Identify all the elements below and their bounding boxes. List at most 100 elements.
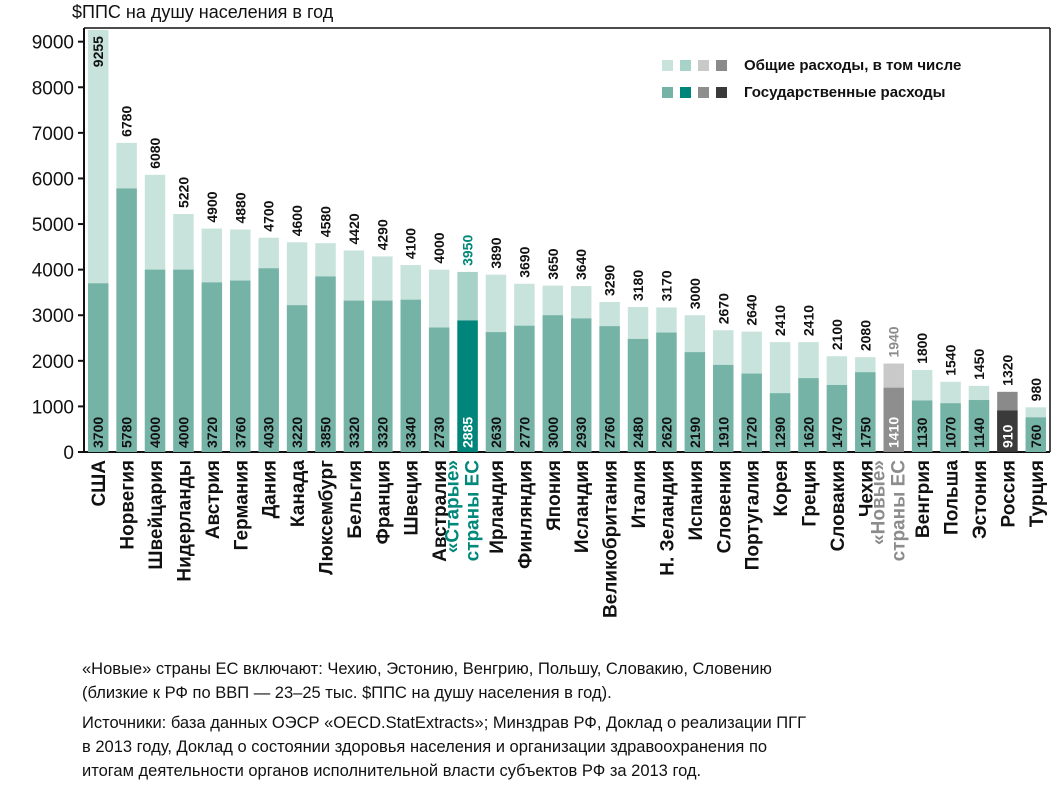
bar-public xyxy=(315,276,336,452)
bar-public xyxy=(741,373,762,452)
bar-public xyxy=(826,384,848,452)
category-label: Финляндия xyxy=(515,460,536,569)
public-value-label: 1470 xyxy=(829,417,845,448)
total-value-label: 1800 xyxy=(914,333,930,364)
category-label: Япония xyxy=(544,460,565,531)
total-value-label: 2080 xyxy=(857,320,873,351)
public-value-label: 760 xyxy=(1028,424,1044,448)
total-value-label: 2410 xyxy=(801,305,817,336)
category-label: Словакия xyxy=(828,460,849,551)
total-value-label: 2100 xyxy=(829,319,845,350)
public-value-label: 1720 xyxy=(744,417,760,448)
category-label: Нидерланды xyxy=(174,460,195,582)
bar-public xyxy=(1025,417,1047,452)
total-value-label: 9255 xyxy=(90,36,106,67)
legend-label-total: Общие расходы, в том числе xyxy=(744,57,961,74)
total-value-label: 3000 xyxy=(687,278,703,309)
public-value-label: 2760 xyxy=(602,417,618,448)
public-value-label: 2480 xyxy=(630,417,646,448)
total-value-label: 1320 xyxy=(999,354,1015,385)
category-label: Германия xyxy=(231,460,252,550)
category-label: Люксембург xyxy=(317,460,338,575)
bar-public xyxy=(116,188,137,452)
total-value-label: 4420 xyxy=(346,213,362,244)
category-label: Эстония xyxy=(970,460,991,539)
bar-public xyxy=(599,326,620,452)
bar-public xyxy=(514,325,535,452)
category-label: Франция xyxy=(373,460,394,544)
category-label: Н. Зеландия xyxy=(657,460,678,576)
total-value-label: 3170 xyxy=(658,270,674,301)
total-value-label: 3690 xyxy=(516,246,532,277)
bar-public xyxy=(997,410,1018,452)
category-label: Чехия xyxy=(856,460,877,517)
category-label: Норвегия xyxy=(118,460,139,550)
total-value-label: 3890 xyxy=(488,237,504,268)
bar-public xyxy=(627,338,649,452)
total-value-label: 4600 xyxy=(289,205,305,236)
bar-public xyxy=(798,378,819,452)
category-label: «Новые» xyxy=(869,460,890,545)
y-tick-label: 3000 xyxy=(32,306,74,327)
category-label: Россия xyxy=(998,460,1019,527)
bar-public xyxy=(769,393,791,452)
total-value-label: 3640 xyxy=(573,249,589,280)
total-value-label: 4880 xyxy=(232,192,248,223)
public-value-label: 1620 xyxy=(801,417,817,448)
bar-public xyxy=(144,269,166,452)
public-value-label: 1750 xyxy=(857,417,873,448)
bar-public xyxy=(87,283,109,452)
total-value-label: 2410 xyxy=(772,305,788,336)
total-value-label: 4900 xyxy=(204,191,220,222)
category-label: Бельгия xyxy=(345,460,366,539)
bar-public xyxy=(940,403,961,452)
y-tick-label: 6000 xyxy=(32,169,74,190)
sources-note: Источники: база данных ОЭСР «OECD.StatEx… xyxy=(82,714,807,780)
total-value-label: 980 xyxy=(1028,378,1044,402)
total-value-label: 4700 xyxy=(261,200,277,231)
total-value-label: 2670 xyxy=(715,293,731,324)
total-value-label: 1540 xyxy=(943,344,959,375)
public-value-label: 1290 xyxy=(772,417,788,448)
bar-public xyxy=(343,300,365,452)
y-tick-label: 4000 xyxy=(32,261,74,282)
public-value-label: 3220 xyxy=(289,417,305,448)
bar-chart: 0 1000 2000 3000 4000 5000 6000 7000 8000 9000 925… xyxy=(32,27,1051,618)
public-value-label: 2770 xyxy=(516,417,532,448)
y-tick-label: 9000 xyxy=(32,33,74,54)
category-label: США xyxy=(89,460,110,507)
total-value-label: 3650 xyxy=(545,248,561,279)
bar-public xyxy=(883,387,904,452)
category-label: Швеция xyxy=(402,460,423,536)
bar-public xyxy=(230,280,251,452)
public-value-label: 3000 xyxy=(545,417,561,448)
category-label: Венгрия xyxy=(913,460,934,538)
public-value-label: 2730 xyxy=(431,417,447,448)
bar-public xyxy=(201,282,223,452)
bar-public xyxy=(485,332,507,452)
legend-swatch-public xyxy=(662,87,673,98)
category-label: Корея xyxy=(771,460,792,516)
legend-swatch-public xyxy=(698,87,709,98)
category-label: Австралия xyxy=(430,460,451,562)
bar-public xyxy=(713,364,734,452)
category-label: страны ЕС xyxy=(463,460,484,562)
legend-swatch-total xyxy=(698,60,709,71)
public-value-label: 2930 xyxy=(573,417,589,448)
new-eu-note: «Новые» страны ЕС включают: Чехию, Эстон… xyxy=(82,660,772,702)
public-value-label: 3850 xyxy=(318,417,334,448)
category-label: Испания xyxy=(686,460,707,541)
legend-swatch-public xyxy=(680,87,691,98)
bar-public xyxy=(400,299,421,452)
total-value-label: 6080 xyxy=(147,137,163,168)
category-label: Греция xyxy=(800,460,821,527)
public-value-label: 2190 xyxy=(687,417,703,448)
category-label: Турция xyxy=(1027,460,1048,527)
category-label: «Старые» xyxy=(443,460,464,553)
public-value-label: 4000 xyxy=(175,417,191,448)
category-label: Словения xyxy=(714,460,735,553)
category-label: Исландия xyxy=(572,460,593,553)
bar-public xyxy=(684,352,706,452)
public-value-label: 3700 xyxy=(90,417,106,448)
y-tick-label: 8000 xyxy=(32,78,74,99)
